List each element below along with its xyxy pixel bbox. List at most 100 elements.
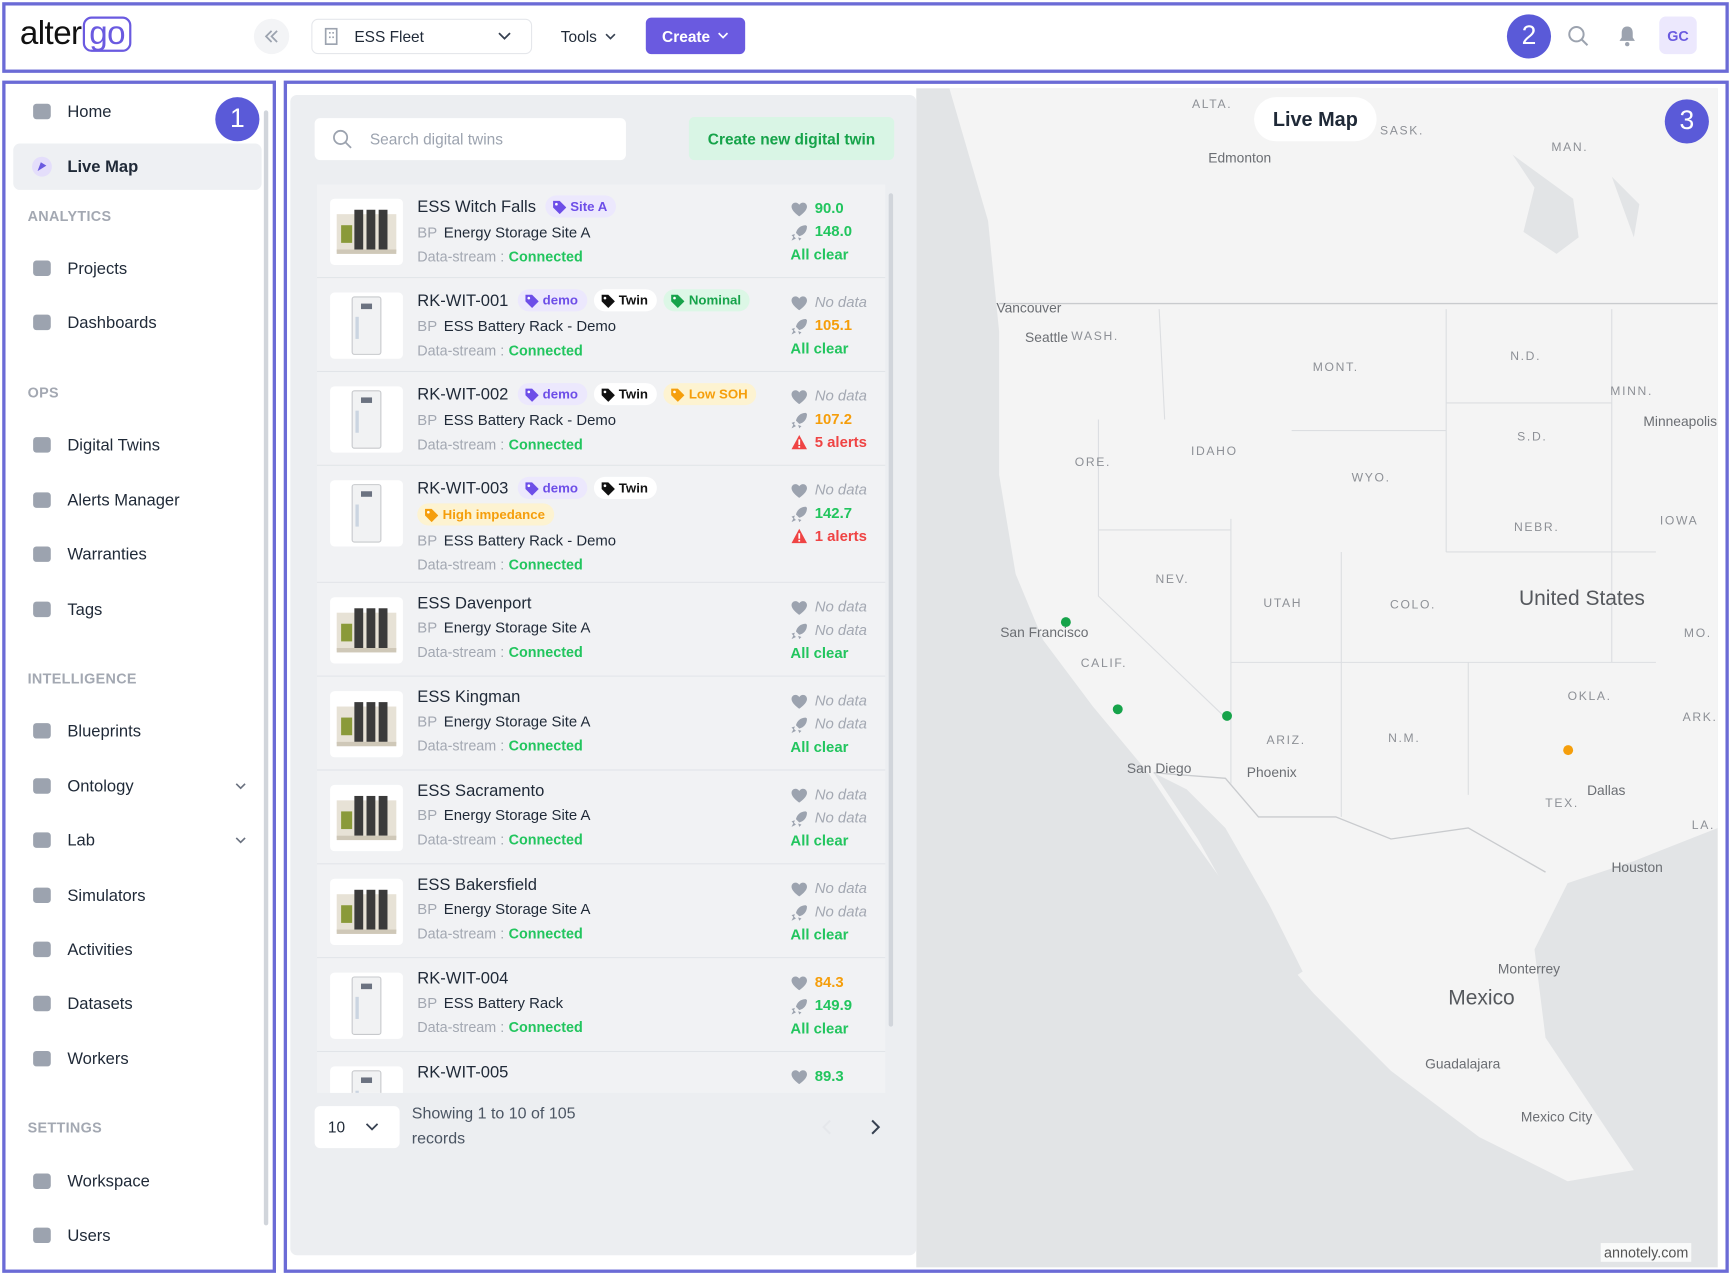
twin-thumbnail: [330, 292, 403, 359]
bell-icon[interactable]: [1617, 24, 1637, 47]
twin-location[interactable]: [1060, 617, 1071, 628]
twin-row[interactable]: ESS Bakersfield BP Energy Storage Site A Da…: [316, 864, 886, 959]
nav-item[interactable]: Blueprints: [13, 708, 261, 754]
twin-kind: BP: [417, 994, 438, 1012]
chevron: [235, 837, 246, 844]
nav-item[interactable]: Ontology: [13, 763, 261, 809]
prev-page[interactable]: [821, 1119, 832, 1135]
twin-row[interactable]: ESS Sacramento BP Energy Storage Site A Dat…: [316, 770, 886, 865]
twin-info: RK-WIT-005: [417, 1063, 790, 1093]
tag: demo: [517, 476, 587, 499]
nav-item[interactable]: Workspace: [13, 1158, 261, 1204]
name-line: ESS Davenport: [417, 594, 790, 613]
twin-row[interactable]: RK-WIT-003 demo Twin High impedance BP ESS Ba…: [316, 465, 886, 583]
nav-item[interactable]: Live Map: [13, 143, 262, 190]
create-button[interactable]: Create: [645, 17, 746, 55]
twin-row[interactable]: ESS Kingman BP Energy Storage Site A Data-s…: [316, 676, 886, 771]
power-value: No data: [814, 809, 867, 826]
nav-item[interactable]: Projects: [13, 245, 261, 291]
search-icon[interactable]: [1568, 25, 1590, 47]
stream-status: Data-stream : Connected: [417, 436, 790, 453]
nav-label: Activities: [67, 940, 133, 959]
page-size-select[interactable]: 10: [314, 1106, 400, 1149]
nav-item[interactable]: Users: [13, 1212, 261, 1258]
logo[interactable]: alter go: [20, 15, 132, 53]
nav-icon: [33, 546, 51, 562]
nav-item[interactable]: Home: [13, 88, 261, 134]
tag: Twin: [593, 476, 657, 499]
map-label: ARK.: [1682, 710, 1718, 725]
collapse-button[interactable]: [253, 18, 290, 55]
avatar[interactable]: GC: [1659, 16, 1697, 55]
chevron: [718, 32, 729, 39]
power-value: No data: [814, 715, 867, 732]
power-value: 107.2: [814, 410, 853, 428]
twin-row[interactable]: RK-WIT-005 89.3: [316, 1052, 886, 1093]
health-metric: 90.0: [790, 200, 885, 219]
health-icon: [791, 976, 807, 991]
nav-item[interactable]: Activities: [13, 926, 261, 972]
nav-item[interactable]: Alerts Manager: [13, 477, 261, 523]
nav-item[interactable]: Warranties: [13, 531, 261, 577]
twin-row[interactable]: RK-WIT-004 BP ESS Battery Rack Data-stream …: [316, 958, 886, 1053]
status-metric: All clear: [790, 340, 885, 357]
create-twin-button[interactable]: Create new digital twin: [688, 117, 895, 161]
nav-label: Workspace: [67, 1171, 150, 1191]
tag-label: demo: [542, 480, 578, 496]
tag-label: Twin: [618, 386, 648, 402]
nav-icon: [33, 437, 51, 453]
map-label: OKLA.: [1567, 689, 1612, 704]
twin-row[interactable]: ESS Davenport BP Energy Storage Site A Data…: [316, 582, 886, 677]
health-icon: [791, 601, 807, 615]
map-label: COLO.: [1390, 598, 1437, 612]
twin-info: ESS Sacramento BP Energy Storage Site A Dat…: [417, 782, 790, 855]
nav-item[interactable]: Digital Twins: [13, 422, 261, 468]
status-metric: All clear: [790, 832, 885, 849]
twin-location[interactable]: [1563, 745, 1574, 756]
map[interactable]: Live Map annotely.com ALTA. SASK. MAN. Edmo…: [916, 88, 1718, 1268]
tools-menu[interactable]: Tools: [561, 19, 616, 54]
status-value: 1 alerts: [814, 527, 867, 545]
twin-site: BP Energy Storage Site A: [417, 901, 790, 918]
nav-item[interactable]: Lab: [13, 817, 261, 863]
power-icon: [791, 319, 807, 335]
fleet-selector[interactable]: ESS Fleet: [311, 18, 533, 55]
nav-icon: [33, 492, 51, 508]
map-label: NEV.: [1155, 572, 1190, 587]
health-metric: No data: [790, 880, 885, 899]
twin-location[interactable]: [1112, 704, 1123, 715]
next-page[interactable]: [870, 1119, 881, 1135]
nav-item[interactable]: Tags: [13, 586, 261, 632]
power-icon: [791, 905, 807, 921]
nav-item[interactable]: Datasets: [13, 980, 261, 1026]
search-input[interactable]: Search digital twins: [314, 118, 626, 161]
twin-name: ESS Bakersfield: [417, 875, 537, 895]
twin-location[interactable]: [1222, 710, 1233, 721]
map-attribution[interactable]: annotely.com: [1600, 1243, 1692, 1262]
twin-site: BP ESS Battery Rack - Demo: [417, 532, 790, 549]
stream-value: Connected: [508, 831, 583, 848]
twin-metrics: No data No data All clear: [790, 875, 885, 948]
map-label: MINN.: [1610, 385, 1653, 399]
sidebar: Home Live Map ANALYTICS Projects Dashboards O…: [0, 81, 278, 1275]
nav-item[interactable]: Simulators: [13, 872, 261, 918]
power-icon: [791, 623, 807, 640]
section-title: SETTINGS: [27, 1119, 103, 1136]
stream-label: Data-stream :: [417, 248, 505, 265]
health-value: No data: [814, 692, 867, 709]
health-value: 84.3: [814, 973, 844, 991]
tag-label: Site A: [570, 198, 608, 215]
map-label: San Diego: [1126, 760, 1192, 777]
annotation-badge: 2: [1506, 14, 1552, 59]
nav-item[interactable]: Workers: [13, 1036, 261, 1082]
map-label: Vancouver: [996, 300, 1062, 316]
stream-status: Data-stream : Connected: [417, 248, 790, 265]
nav-item[interactable]: Dashboards: [13, 299, 261, 345]
power-value: No data: [814, 903, 867, 920]
nav-icon: [33, 314, 51, 331]
twin-row[interactable]: RK-WIT-002 demo Twin Low SOH BP ESS Battery R…: [316, 372, 886, 466]
twin-row[interactable]: RK-WIT-001 demo Twin Nominal BP ESS Battery R…: [316, 278, 886, 373]
section-title: ANALYTICS: [27, 207, 112, 225]
twin-row[interactable]: ESS Witch Falls Site A BP Energy Storage Si…: [316, 184, 886, 279]
health-metric: No data: [790, 481, 885, 500]
